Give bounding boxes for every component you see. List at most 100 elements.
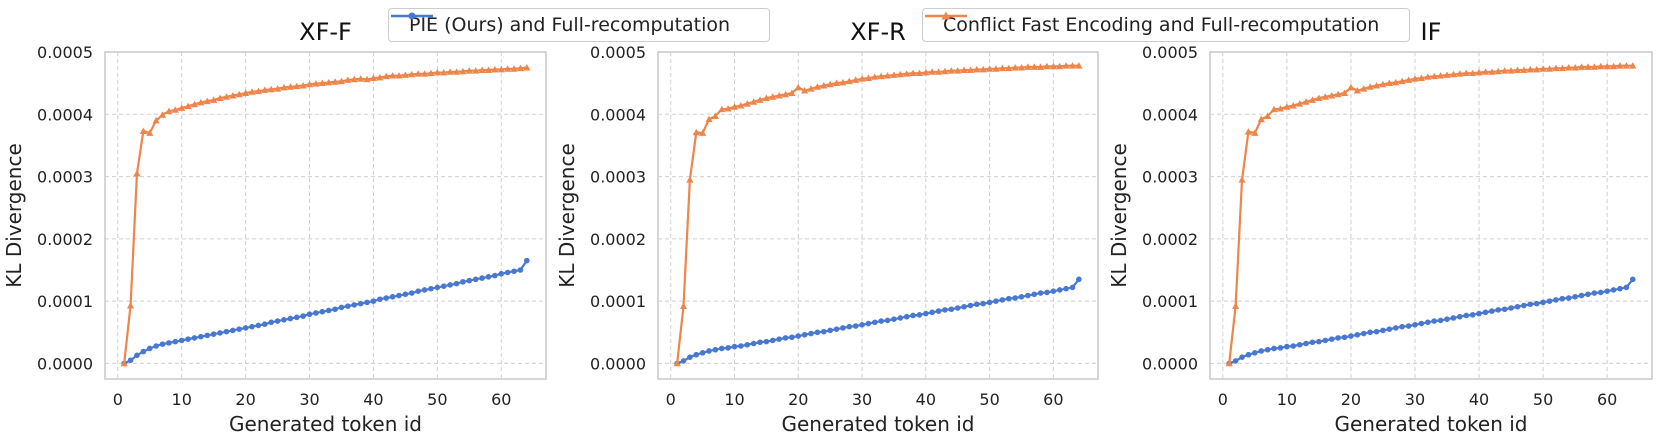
- data-point-pie: [1303, 340, 1309, 347]
- data-point-conflict: [171, 106, 179, 113]
- data-point-pie: [364, 299, 370, 306]
- data-point-conflict: [896, 70, 904, 78]
- series-line-conflict: [1228, 64, 1633, 364]
- data-point-pie: [517, 267, 524, 273]
- data-point-pie: [1309, 339, 1316, 346]
- x-tick-label: 40: [1469, 390, 1489, 409]
- data-point-pie: [146, 345, 153, 352]
- data-point-pie: [1604, 288, 1610, 294]
- data-point-conflict: [452, 68, 461, 75]
- data-point-pie: [1044, 289, 1050, 296]
- data-point-pie: [440, 283, 447, 289]
- data-point-conflict: [1597, 62, 1605, 70]
- data-point-conflict: [299, 82, 307, 89]
- data-point-pie: [942, 307, 948, 313]
- data-point-pie: [1296, 341, 1303, 348]
- data-point-pie: [1063, 285, 1069, 292]
- data-point-conflict: [1225, 359, 1233, 367]
- data-point-pie: [345, 303, 351, 309]
- data-point-pie: [1610, 287, 1617, 293]
- data-point-conflict: [1622, 62, 1630, 69]
- data-point-pie: [1328, 336, 1335, 342]
- data-point-conflict: [1302, 98, 1310, 105]
- data-point-pie: [738, 343, 744, 349]
- data-point-pie: [731, 343, 738, 350]
- x-tick-label: 20: [1341, 390, 1361, 409]
- data-point-pie: [699, 350, 706, 356]
- data-point-pie: [223, 328, 230, 335]
- data-point-conflict: [216, 94, 224, 101]
- y-tick-label: 0.0001: [1142, 292, 1198, 311]
- x-tick-label: 30: [299, 390, 319, 409]
- data-point-pie: [453, 280, 460, 287]
- data-point-conflict: [120, 359, 128, 367]
- data-point-pie: [166, 340, 172, 346]
- data-point-pie: [191, 335, 198, 341]
- data-point-pie: [1373, 328, 1380, 335]
- y-axis-label: KL Divergence: [1107, 143, 1131, 288]
- data-point-conflict: [928, 68, 936, 75]
- data-point-pie: [1540, 299, 1546, 306]
- data-point-conflict: [325, 78, 333, 86]
- data-point-pie: [281, 317, 287, 323]
- data-point-conflict: [1609, 62, 1618, 70]
- data-point-conflict: [998, 64, 1006, 72]
- data-point-pie: [1405, 323, 1412, 329]
- chart-title: XF-R: [850, 18, 906, 46]
- data-point-conflict: [1232, 302, 1240, 310]
- data-point-pie: [801, 331, 808, 338]
- data-point-pie: [897, 315, 904, 321]
- data-point-pie: [840, 325, 846, 331]
- x-tick-label: 60: [1043, 390, 1063, 409]
- data-point-pie: [198, 333, 204, 340]
- data-point-conflict: [369, 74, 378, 82]
- data-point-pie: [1623, 284, 1630, 291]
- data-point-conflict: [389, 72, 397, 79]
- data-point-conflict: [954, 67, 962, 74]
- plot-frame: [657, 51, 1099, 380]
- data-point-pie: [1495, 307, 1502, 313]
- data-point-pie: [434, 284, 441, 291]
- data-point-conflict: [1257, 115, 1265, 123]
- data-point-conflict: [523, 63, 531, 71]
- data-point-conflict: [1347, 83, 1355, 91]
- data-point-conflict: [133, 169, 141, 177]
- x-tick-label: 0: [1218, 390, 1228, 409]
- data-point-conflict: [420, 70, 429, 77]
- data-point-conflict: [1533, 65, 1541, 73]
- data-point-conflict: [1545, 65, 1554, 72]
- data-point-conflict: [724, 105, 732, 112]
- series-line-conflict: [123, 66, 527, 364]
- data-point-conflict: [1443, 71, 1451, 78]
- data-point-conflict: [401, 71, 409, 78]
- data-point-pie: [466, 277, 473, 284]
- data-point-pie: [884, 317, 891, 324]
- chart-title: IF: [1421, 18, 1442, 46]
- data-point-conflict: [750, 98, 758, 105]
- data-point-conflict: [883, 72, 892, 79]
- data-point-conflict: [344, 76, 352, 83]
- data-point-pie: [1457, 313, 1463, 320]
- data-point-pie: [421, 287, 428, 293]
- data-point-pie: [1533, 300, 1540, 307]
- data-point-conflict: [762, 94, 771, 101]
- data-point-pie: [306, 311, 313, 318]
- data-point-pie: [986, 299, 993, 306]
- data-point-conflict: [1321, 93, 1329, 100]
- data-point-pie: [498, 270, 505, 277]
- data-point-conflict: [1043, 62, 1051, 70]
- y-tick-label: 0.0001: [590, 292, 646, 311]
- data-point-pie: [1617, 285, 1623, 292]
- data-point-conflict: [1481, 68, 1490, 75]
- data-point-conflict: [711, 112, 719, 120]
- data-point-conflict: [165, 107, 173, 115]
- y-tick-label: 0.0003: [37, 168, 93, 187]
- data-point-conflict: [472, 67, 480, 74]
- x-tick-label: 40: [363, 390, 383, 409]
- data-point-pie: [923, 310, 929, 317]
- data-point-pie: [1418, 320, 1425, 327]
- data-point-conflict: [446, 68, 454, 75]
- data-point-conflict: [158, 111, 167, 118]
- data-point-conflict: [382, 72, 390, 80]
- y-tick-label: 0.0002: [590, 230, 646, 249]
